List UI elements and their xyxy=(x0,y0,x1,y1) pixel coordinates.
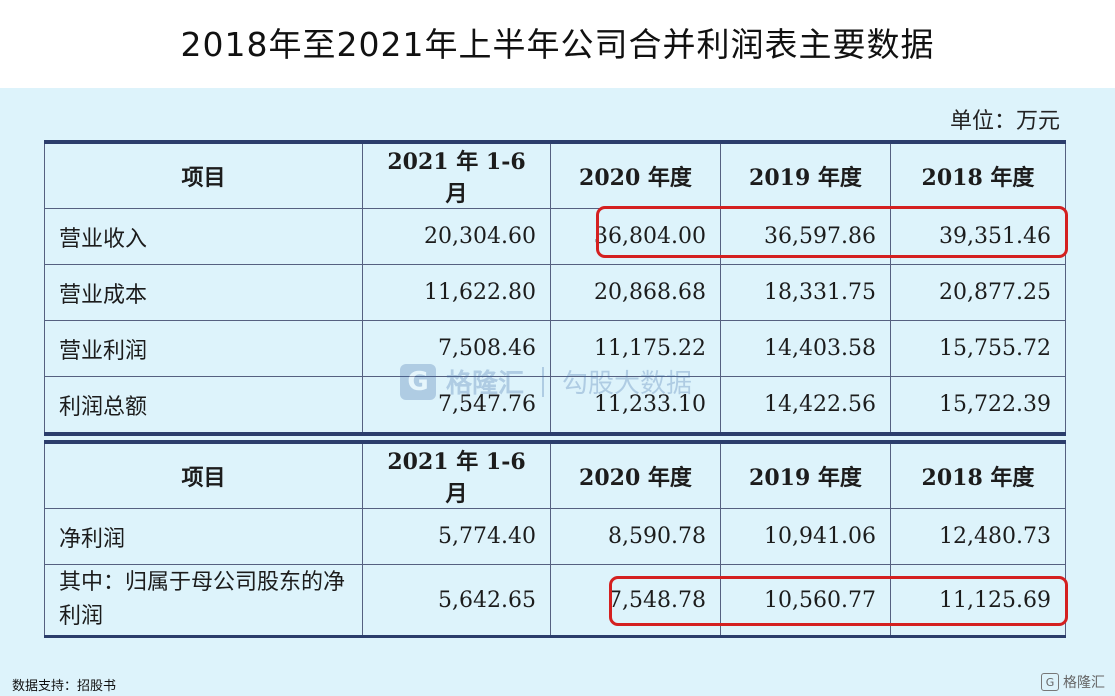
table-panel: 单位：万元 项目 2021 年 1-6 月 2020 年度 2019 年度 20… xyxy=(0,88,1115,696)
data-source-note: 数据支持：招股书 xyxy=(12,679,117,694)
cell-value: 15,755.72 xyxy=(890,320,1066,377)
header-row: 项目 2021 年 1-6 月 2020 年度 2019 年度 2018 年度 xyxy=(44,441,1066,509)
watermark-brand: 格隆汇 xyxy=(446,369,525,399)
row-label: 利润总额 xyxy=(44,376,363,435)
cell-value: 11,622.80 xyxy=(362,264,551,321)
corner-logo-brand: 格隆汇 xyxy=(1063,675,1105,691)
corner-logo-icon: G xyxy=(1041,673,1059,691)
row-label: 净利润 xyxy=(44,508,363,565)
cell-value: 11,175.22 xyxy=(550,320,721,377)
cell-value: 7,547.76 xyxy=(362,376,551,435)
row-label: 其中：归属于母公司股东的净利润 xyxy=(44,564,363,637)
cell-value: 11,233.10 xyxy=(550,376,721,435)
header-item: 项目 xyxy=(44,441,363,509)
unit-label: 单位：万元 xyxy=(949,109,1060,134)
header-2020: 2020 年度 xyxy=(550,441,721,509)
table-row: 其中：归属于母公司股东的净利润 5,642.65 7,548.78 10,560… xyxy=(44,564,1066,637)
header-2019: 2019 年度 xyxy=(720,441,891,509)
cell-value: 20,304.60 xyxy=(362,208,551,265)
cell-value: 11,125.69 xyxy=(890,564,1066,637)
table-row: 营业收入 20,304.60 36,804.00 36,597.86 39,35… xyxy=(44,208,1066,265)
cell-value: 36,804.00 xyxy=(550,208,721,265)
cell-value: 7,508.46 xyxy=(362,320,551,377)
header-2021h1: 2021 年 1-6 月 xyxy=(362,441,551,509)
cell-value: 5,774.40 xyxy=(362,508,551,565)
table-row: 利润总额 7,547.76 11,233.10 14,422.56 15,722… xyxy=(44,376,1066,435)
cell-value: 15,722.39 xyxy=(890,376,1066,435)
corner-logo: G 格隆汇 xyxy=(1041,672,1105,692)
cell-value: 14,422.56 xyxy=(720,376,891,435)
watermark: G 格隆汇 勾股大数据 xyxy=(400,363,692,400)
page-title: 2018年至2021年上半年公司合并利润表主要数据 xyxy=(180,25,935,64)
table-row: 净利润 5,774.40 8,590.78 10,941.06 12,480.7… xyxy=(44,508,1066,565)
header-item: 项目 xyxy=(44,141,363,209)
income-table-net-profit: 项目 2021 年 1-6 月 2020 年度 2019 年度 2018 年度 … xyxy=(44,440,1066,638)
cell-value: 5,642.65 xyxy=(362,564,551,637)
cell-value: 39,351.46 xyxy=(890,208,1066,265)
header-2020: 2020 年度 xyxy=(550,141,721,209)
watermark-divider xyxy=(542,366,545,397)
header-row: 项目 2021 年 1-6 月 2020 年度 2019 年度 2018 年度 xyxy=(44,141,1066,209)
header-2019: 2019 年度 xyxy=(720,141,891,209)
cell-value: 20,877.25 xyxy=(890,264,1066,321)
cell-value: 10,560.77 xyxy=(720,564,891,637)
row-label: 营业收入 xyxy=(44,208,363,265)
cell-value: 20,868.68 xyxy=(550,264,721,321)
watermark-slogan: 勾股大数据 xyxy=(562,369,693,399)
cell-value: 18,331.75 xyxy=(720,264,891,321)
table-row: 营业成本 11,622.80 20,868.68 18,331.75 20,87… xyxy=(44,264,1066,321)
cell-value: 36,597.86 xyxy=(720,208,891,265)
watermark-logo-icon: G xyxy=(400,363,436,400)
header-2018: 2018 年度 xyxy=(890,441,1066,509)
cell-value: 14,403.58 xyxy=(720,320,891,377)
row-label: 营业成本 xyxy=(44,264,363,321)
header-2018: 2018 年度 xyxy=(890,141,1066,209)
cell-value: 7,548.78 xyxy=(550,564,721,637)
cell-value: 12,480.73 xyxy=(890,508,1066,565)
header-2021h1: 2021 年 1-6 月 xyxy=(362,141,551,209)
table-row: 营业利润 7,508.46 11,175.22 14,403.58 15,755… xyxy=(44,320,1066,377)
income-table-main: 项目 2021 年 1-6 月 2020 年度 2019 年度 2018 年度 … xyxy=(44,140,1066,436)
row-label: 营业利润 xyxy=(44,320,363,377)
cell-value: 10,941.06 xyxy=(720,508,891,565)
cell-value: 8,590.78 xyxy=(550,508,721,565)
